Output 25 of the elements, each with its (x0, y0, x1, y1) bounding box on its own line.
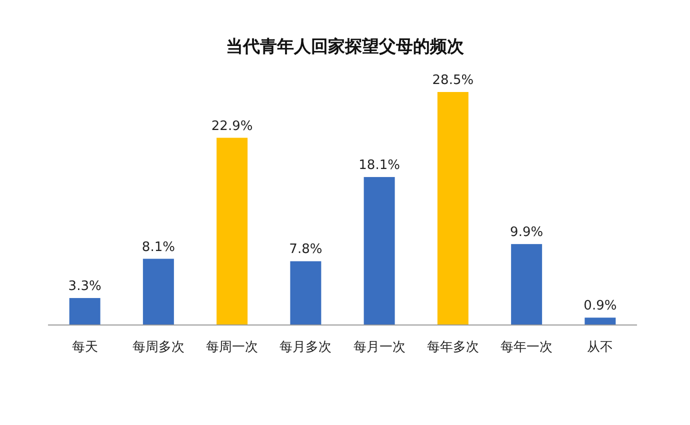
bar (364, 177, 395, 325)
data-label: 18.1% (358, 158, 400, 174)
data-label: 9.9% (510, 225, 544, 240)
bar (69, 298, 100, 325)
bar (584, 318, 616, 325)
bar (142, 258, 174, 325)
bar (511, 244, 542, 325)
x-tick-label: 每年一次 (500, 340, 553, 355)
data-label: 0.9% (584, 298, 617, 314)
x-tick-label: 每年多次 (426, 340, 479, 355)
data-label: 7.8% (289, 242, 322, 258)
data-label: 8.1% (142, 240, 175, 255)
data-label: 22.9% (211, 118, 253, 134)
x-tick-label: 每月多次 (280, 340, 332, 355)
x-tick-label: 每周多次 (132, 340, 184, 355)
data-label: 28.5% (432, 73, 474, 88)
bar (437, 92, 468, 325)
bar (290, 261, 322, 325)
x-tick-label: 从不 (587, 340, 614, 355)
x-tick-label: 每月一次 (353, 340, 406, 355)
x-tick-label: 每周一次 (206, 340, 258, 355)
data-label: 3.3% (68, 279, 102, 294)
chart-title: 当代青年人回家探望父母的频次 (226, 37, 465, 57)
x-tick-label: 每天 (72, 340, 98, 355)
bar (216, 138, 248, 325)
